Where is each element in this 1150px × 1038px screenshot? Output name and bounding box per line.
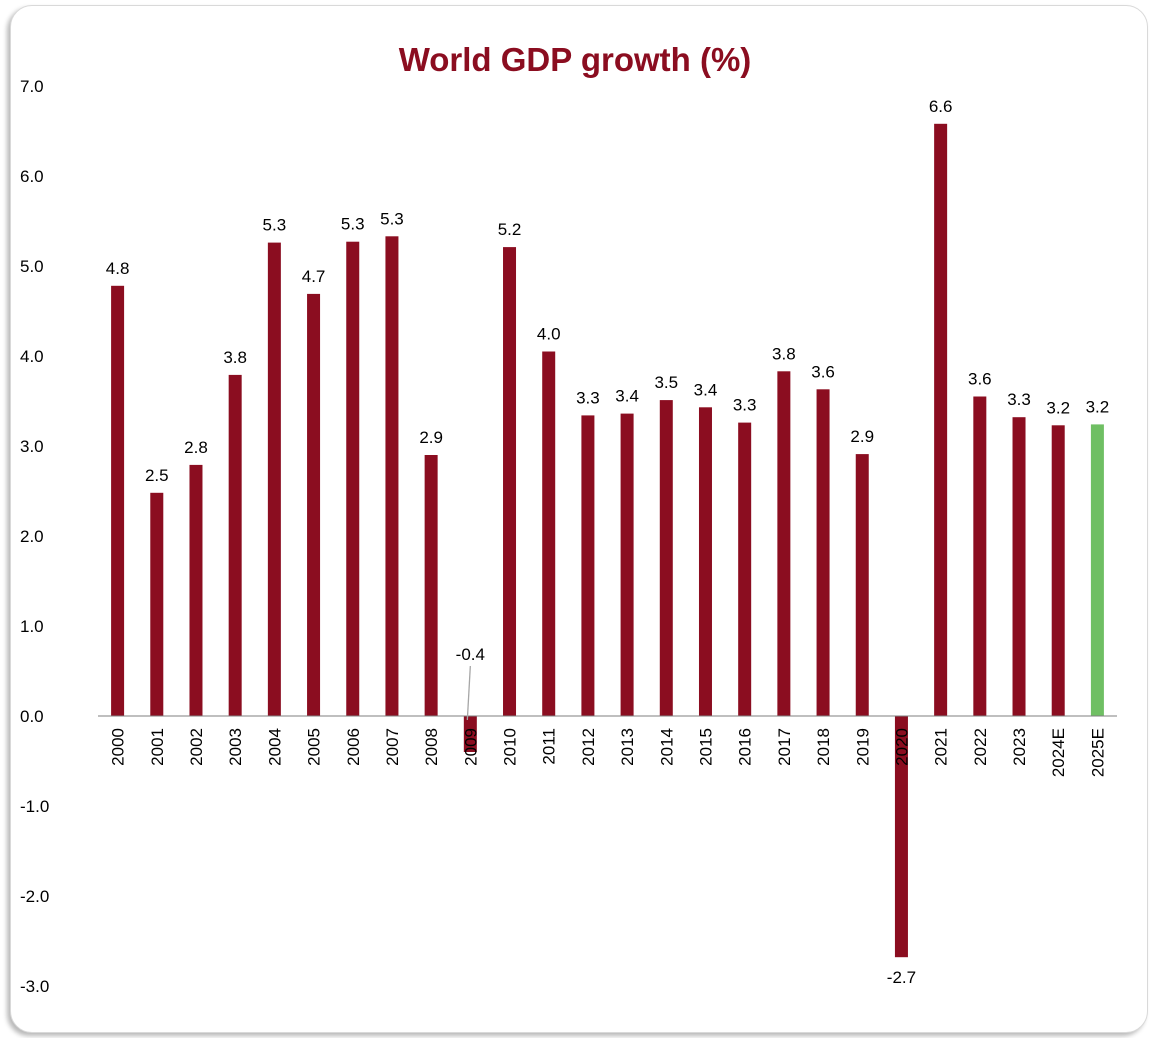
bar-2013 — [620, 413, 634, 716]
leader-line — [466, 665, 471, 721]
y-tick-label: 6.0 — [20, 167, 44, 186]
data-label: 4.7 — [302, 267, 326, 286]
data-label: 3.3 — [576, 388, 600, 407]
bar-2002 — [189, 464, 203, 716]
data-label: 2.5 — [145, 466, 169, 485]
data-label: 5.3 — [380, 209, 404, 228]
bar-2023 — [1012, 417, 1026, 716]
y-tick-label: -1.0 — [20, 797, 49, 816]
x-tick-label: 2002 — [187, 728, 206, 766]
data-label: 6.6 — [929, 97, 953, 116]
x-tick-label: 2013 — [618, 728, 637, 766]
bar-2012 — [581, 415, 595, 716]
data-label: -0.4 — [456, 645, 485, 664]
x-tick-label: 2019 — [853, 728, 872, 766]
bar-2025e — [1090, 424, 1104, 716]
data-label: 2.9 — [850, 427, 874, 446]
data-label: 3.8 — [772, 344, 796, 363]
x-tick-label: 2001 — [148, 728, 167, 766]
y-tick-label: 5.0 — [20, 257, 44, 276]
bar-2019 — [855, 454, 869, 716]
x-tick-label: 2009 — [461, 728, 480, 766]
x-tick-label: 2007 — [383, 728, 402, 766]
y-tick-label: -3.0 — [20, 977, 49, 996]
bar-2014 — [659, 400, 673, 716]
y-tick-label: 4.0 — [20, 347, 44, 366]
bar-2003 — [228, 374, 242, 716]
x-tick-label: 2005 — [305, 728, 324, 766]
bar-2010 — [503, 247, 517, 716]
y-tick-label: 1.0 — [20, 617, 44, 636]
bar-2020 — [894, 716, 908, 958]
data-label: 3.8 — [223, 348, 247, 367]
bar-2022 — [973, 396, 987, 716]
y-tick-label: 2.0 — [20, 527, 44, 546]
data-label: 3.2 — [1046, 398, 1070, 417]
y-tick-label: 3.0 — [20, 437, 44, 456]
data-label: 3.6 — [811, 362, 835, 381]
bar-2008 — [424, 455, 438, 716]
y-axis-tick-labels: 7.0 6.0 5.0 4.0 3.0 2.0 1.0 0.0 -1.0 -2.0 -3.0 — [20, 77, 49, 996]
x-tick-label: 2017 — [775, 728, 794, 766]
x-tick-label: 2015 — [696, 728, 715, 766]
data-label: 3.5 — [654, 373, 678, 392]
x-tick-label: 2004 — [265, 728, 284, 766]
data-label: 3.3 — [733, 396, 757, 415]
data-label: 5.3 — [263, 216, 287, 235]
x-axis-tick-labels: 2000 2001 2002 2003 2004 2005 2006 2007 2008 2009… — [109, 728, 1108, 777]
data-label: 3.4 — [694, 380, 718, 399]
x-tick-label: 2024E — [1049, 728, 1068, 777]
x-tick-label: 2008 — [422, 728, 441, 766]
data-label: 3.6 — [968, 370, 992, 389]
bar-2021 — [934, 123, 948, 717]
x-tick-label: 2018 — [814, 728, 833, 766]
bar-2016 — [738, 422, 752, 716]
y-tick-label: 7.0 — [20, 77, 44, 96]
data-label: 3.3 — [1007, 390, 1031, 409]
chart-title: World GDP growth (%) — [398, 41, 752, 78]
x-tick-label: 2022 — [971, 728, 990, 766]
y-tick-label: -2.0 — [20, 887, 49, 906]
x-tick-label: 2021 — [932, 728, 951, 766]
bar-2011 — [542, 351, 556, 716]
data-labels-group: 4.8 2.5 2.8 3.8 5.3 4.7 5.3 5.3 2.9 -0.4 5.2 4.0 3.3… — [106, 97, 1109, 987]
bar-2015 — [698, 407, 712, 716]
data-label: 2.8 — [184, 438, 208, 457]
x-tick-label: 2012 — [579, 728, 598, 766]
bar-2005 — [307, 293, 321, 716]
bar-2000 — [111, 285, 125, 716]
bars-group — [111, 123, 1104, 958]
x-tick-label: 2010 — [501, 728, 520, 766]
bar-2017 — [777, 371, 791, 716]
data-label: 4.0 — [537, 325, 561, 344]
data-label: 4.8 — [106, 259, 130, 278]
data-label: 3.2 — [1086, 397, 1110, 416]
x-tick-label: 2003 — [226, 728, 245, 766]
data-label: 2.9 — [419, 428, 443, 447]
x-tick-label: 2011 — [540, 728, 559, 765]
y-tick-label: 0.0 — [20, 707, 44, 726]
x-tick-label: 2000 — [109, 728, 128, 766]
data-label: -2.7 — [887, 968, 916, 987]
x-tick-label: 2025E — [1088, 728, 1107, 777]
data-label: 3.4 — [615, 387, 639, 406]
x-tick-label: 2016 — [736, 728, 755, 766]
bar-2004 — [267, 242, 281, 716]
bar-2009 — [463, 716, 477, 752]
bar-2024e — [1051, 425, 1065, 716]
x-tick-label: 2020 — [892, 728, 911, 766]
x-tick-label: 2006 — [344, 728, 363, 766]
data-label: 5.2 — [498, 220, 522, 239]
bar-2007 — [385, 236, 399, 717]
data-label: 5.3 — [341, 215, 365, 234]
x-tick-label: 2023 — [1010, 728, 1029, 766]
bar-2006 — [346, 241, 360, 716]
bar-2018 — [816, 389, 830, 716]
bar-2001 — [150, 492, 164, 716]
x-tick-label: 2014 — [657, 728, 676, 766]
